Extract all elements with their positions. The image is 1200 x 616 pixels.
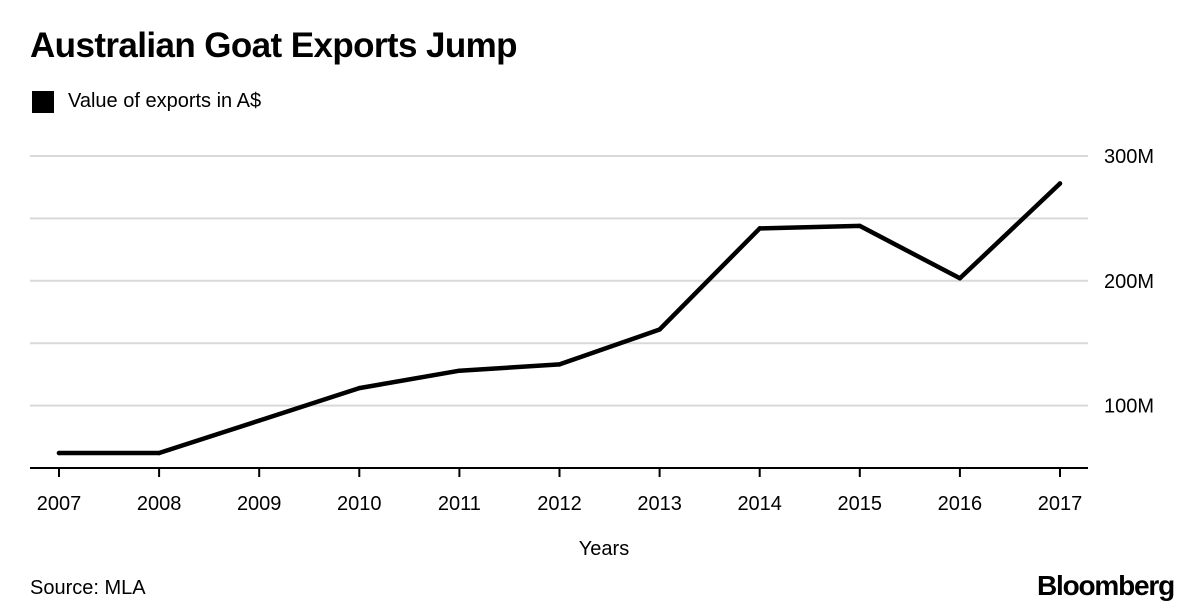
x-tick-label: 2017 (1038, 493, 1083, 515)
legend-label: Value of exports in A$ (68, 90, 262, 112)
x-ticks: 2007 2008 2009 2010 2011 2012 2013 2014 2015 2016… (37, 468, 1083, 515)
bloomberg-logo: Bloomberg (1037, 570, 1175, 601)
data-point-2011 (457, 368, 462, 373)
y-tick-label: 100M (1104, 396, 1154, 418)
source-note: Source: MLA (30, 577, 146, 599)
x-tick-label: 2012 (537, 493, 582, 515)
x-tick-label: 2013 (637, 493, 682, 515)
x-tick-label: 2007 (37, 493, 82, 515)
x-tick-label: 2015 (838, 493, 883, 515)
legend: Value of exports in A$ (32, 90, 261, 113)
x-tick-label: 2011 (438, 493, 481, 515)
data-point-2008 (156, 450, 162, 456)
data-point-2007 (56, 450, 62, 456)
x-tick-label: 2014 (737, 493, 782, 515)
data-point-2014 (757, 226, 762, 231)
y-tick-label: 200M (1104, 271, 1154, 293)
series-line (56, 181, 1063, 456)
x-tick-label: 2010 (337, 493, 382, 515)
data-point-2009 (257, 418, 262, 423)
x-axis-title: Years (579, 538, 629, 560)
data-point-2017 (1057, 181, 1063, 186)
gridlines (30, 155, 1088, 407)
chart-title: Australian Goat Exports Jump (30, 26, 518, 65)
data-point-2012 (557, 362, 562, 367)
x-tick-label: 2009 (237, 493, 282, 515)
x-tick-label: 2016 (938, 493, 983, 515)
y-tick-label: 300M (1104, 146, 1154, 168)
data-points (56, 181, 1063, 456)
data-point-2013 (657, 327, 662, 332)
y-tick-labels: 100M 200M 300M (1104, 146, 1154, 418)
x-tick-label: 2008 (137, 493, 182, 515)
legend-swatch (32, 90, 54, 113)
data-point-2016 (957, 276, 963, 281)
data-point-2010 (357, 385, 362, 391)
data-point-2015 (857, 223, 862, 229)
